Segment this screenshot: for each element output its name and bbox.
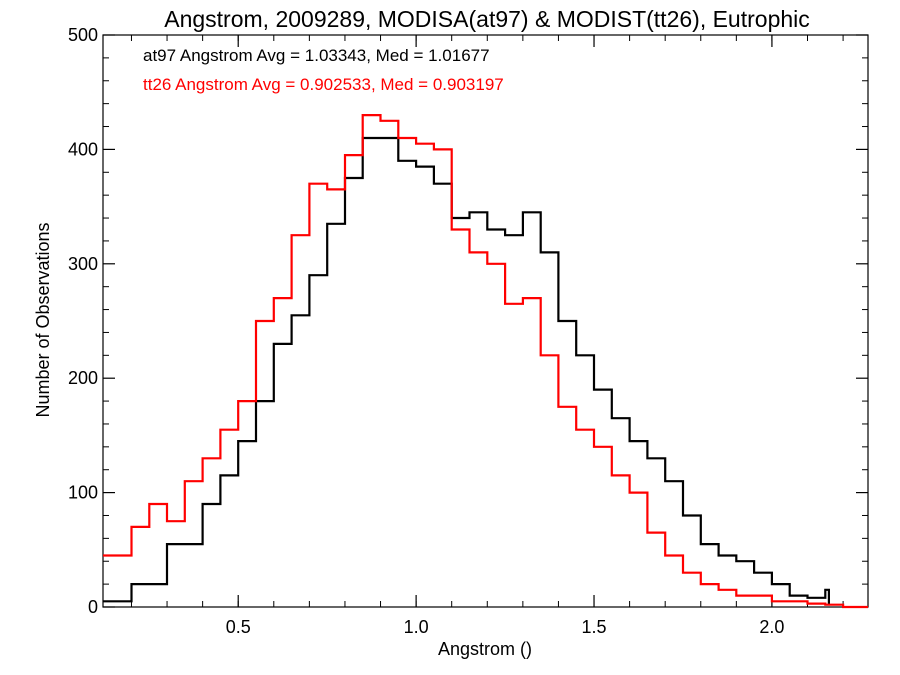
x-axis-label: Angstrom (): [438, 639, 532, 659]
x-tick-label: 0.5: [226, 617, 251, 637]
x-tick-label: 1.5: [582, 617, 607, 637]
x-tick-label: 1.0: [404, 617, 429, 637]
chart-title: Angstrom, 2009289, MODISA(at97) & MODIST…: [164, 6, 810, 32]
y-tick-label: 400: [68, 139, 98, 159]
annotation-at97: at97 Angstrom Avg = 1.03343, Med = 1.016…: [143, 46, 490, 65]
y-tick-label: 100: [68, 483, 98, 503]
y-tick-label: 300: [68, 254, 98, 274]
y-tick-label: 500: [68, 25, 98, 45]
y-axis-label: Number of Observations: [33, 222, 53, 417]
y-tick-label: 0: [88, 597, 98, 617]
annotation-tt26: tt26 Angstrom Avg = 0.902533, Med = 0.90…: [143, 75, 504, 94]
plot-area: 0.5 1.0 1.5 2.0 0 100 200 300 400 500: [68, 25, 869, 637]
plot-frame: [102, 34, 869, 608]
y-tick-label: 200: [68, 368, 98, 388]
series-line-1: [103, 114, 868, 609]
x-tick-label: 2.0: [759, 617, 784, 637]
series-line-0: [103, 136, 830, 605]
